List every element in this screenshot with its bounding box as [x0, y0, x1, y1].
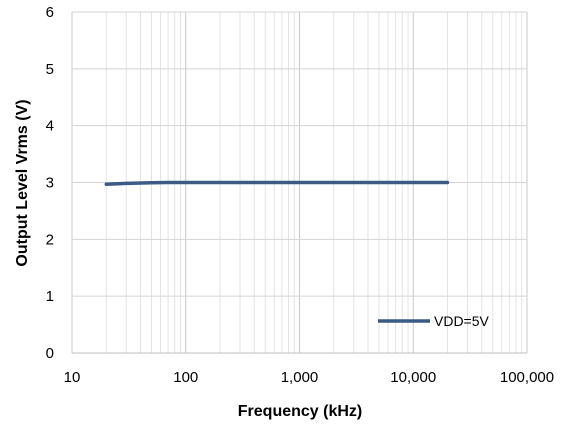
series-group — [104, 180, 450, 186]
series-line — [104, 180, 450, 186]
y-tick-label: 3 — [46, 175, 54, 192]
y-tick-label: 6 — [46, 4, 54, 21]
y-tick-label: 1 — [46, 288, 54, 305]
x-axis-tick-labels: 10 100 1,000 10,000 100,000 — [64, 369, 554, 386]
x-tick-label: 100 — [173, 369, 198, 386]
x-tick-label: 10 — [64, 369, 81, 386]
y-axis-tick-labels: 0 1 2 3 4 5 6 — [46, 4, 54, 362]
x-axis-title: Frequency (kHz) — [238, 403, 362, 420]
legend: VDD=5V — [378, 313, 490, 329]
y-axis-title: Output Level Vrms (V) — [14, 99, 31, 266]
x-tick-label: 10,000 — [390, 369, 436, 386]
y-tick-label: 0 — [46, 345, 54, 362]
y-tick-label: 4 — [46, 118, 54, 135]
x-tick-label: 1,000 — [281, 369, 319, 386]
x-tick-label: 100,000 — [500, 369, 554, 386]
y-tick-label: 2 — [46, 231, 54, 248]
y-tick-label: 5 — [46, 61, 54, 78]
legend-label: VDD=5V — [434, 313, 490, 329]
